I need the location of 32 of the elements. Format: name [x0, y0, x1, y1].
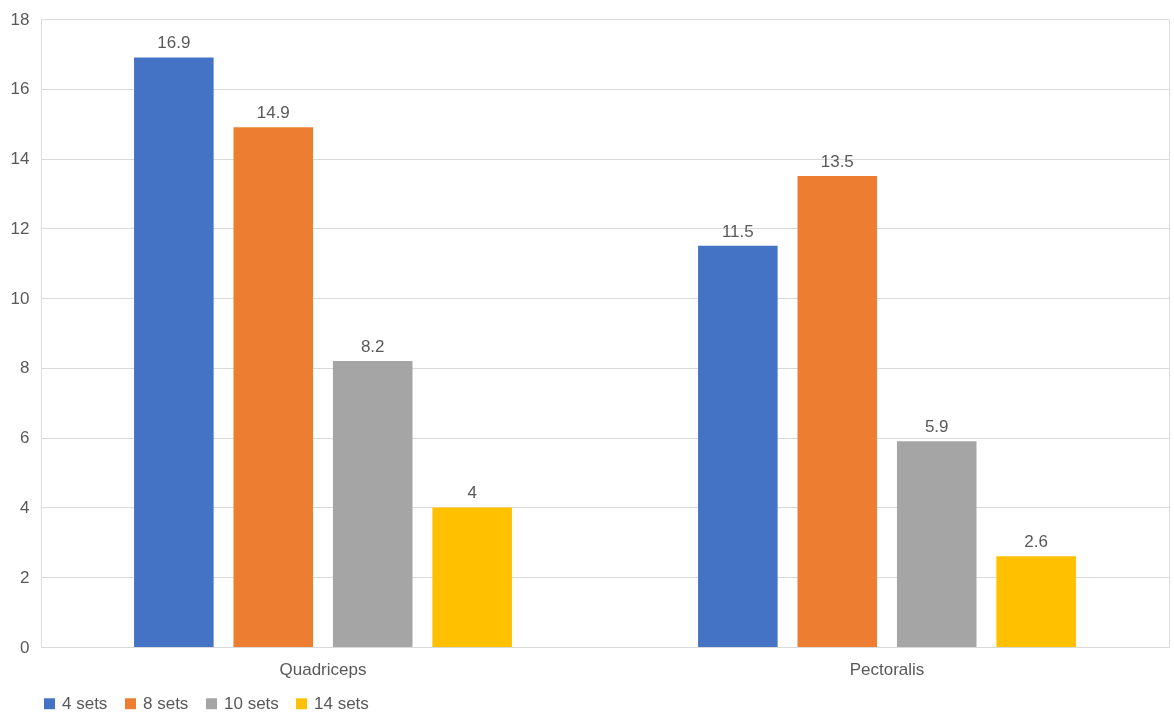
y-tick-label: 8 [20, 358, 30, 378]
y-tick-label: 2 [20, 567, 30, 587]
legend-label: 8 sets [143, 693, 189, 713]
data-label: 11.5 [721, 221, 754, 241]
legend-label: 10 sets [224, 693, 279, 713]
legend-label: 14 sets [314, 693, 369, 713]
bar [797, 176, 878, 647]
x-tick-label: Pectoralis [849, 659, 925, 679]
bar [233, 127, 314, 647]
data-label: 5.9 [924, 417, 949, 437]
x-tick-label: Quadriceps [279, 659, 367, 679]
bar [432, 507, 512, 647]
bar [698, 245, 778, 647]
data-label: 4 [467, 483, 477, 503]
y-tick-label: 6 [20, 428, 30, 448]
y-tick-label: 12 [10, 218, 30, 238]
y-tick-label: 16 [10, 79, 30, 99]
data-label: 8.2 [360, 336, 385, 356]
y-tick-label: 0 [20, 637, 30, 657]
data-label: 2.6 [1024, 532, 1048, 552]
y-tick-label: 10 [10, 288, 30, 308]
bar [332, 360, 413, 647]
y-tick-label: 18 [10, 9, 30, 29]
bar [896, 441, 977, 647]
bar [134, 57, 214, 647]
legend-label: 4 sets [62, 693, 108, 713]
bar [996, 556, 1076, 647]
data-label: 14.9 [256, 103, 290, 123]
data-label: 16.9 [157, 33, 191, 53]
data-label: 13.5 [820, 152, 854, 171]
y-tick-label: 4 [20, 497, 30, 517]
y-tick-label: 14 [10, 149, 30, 169]
